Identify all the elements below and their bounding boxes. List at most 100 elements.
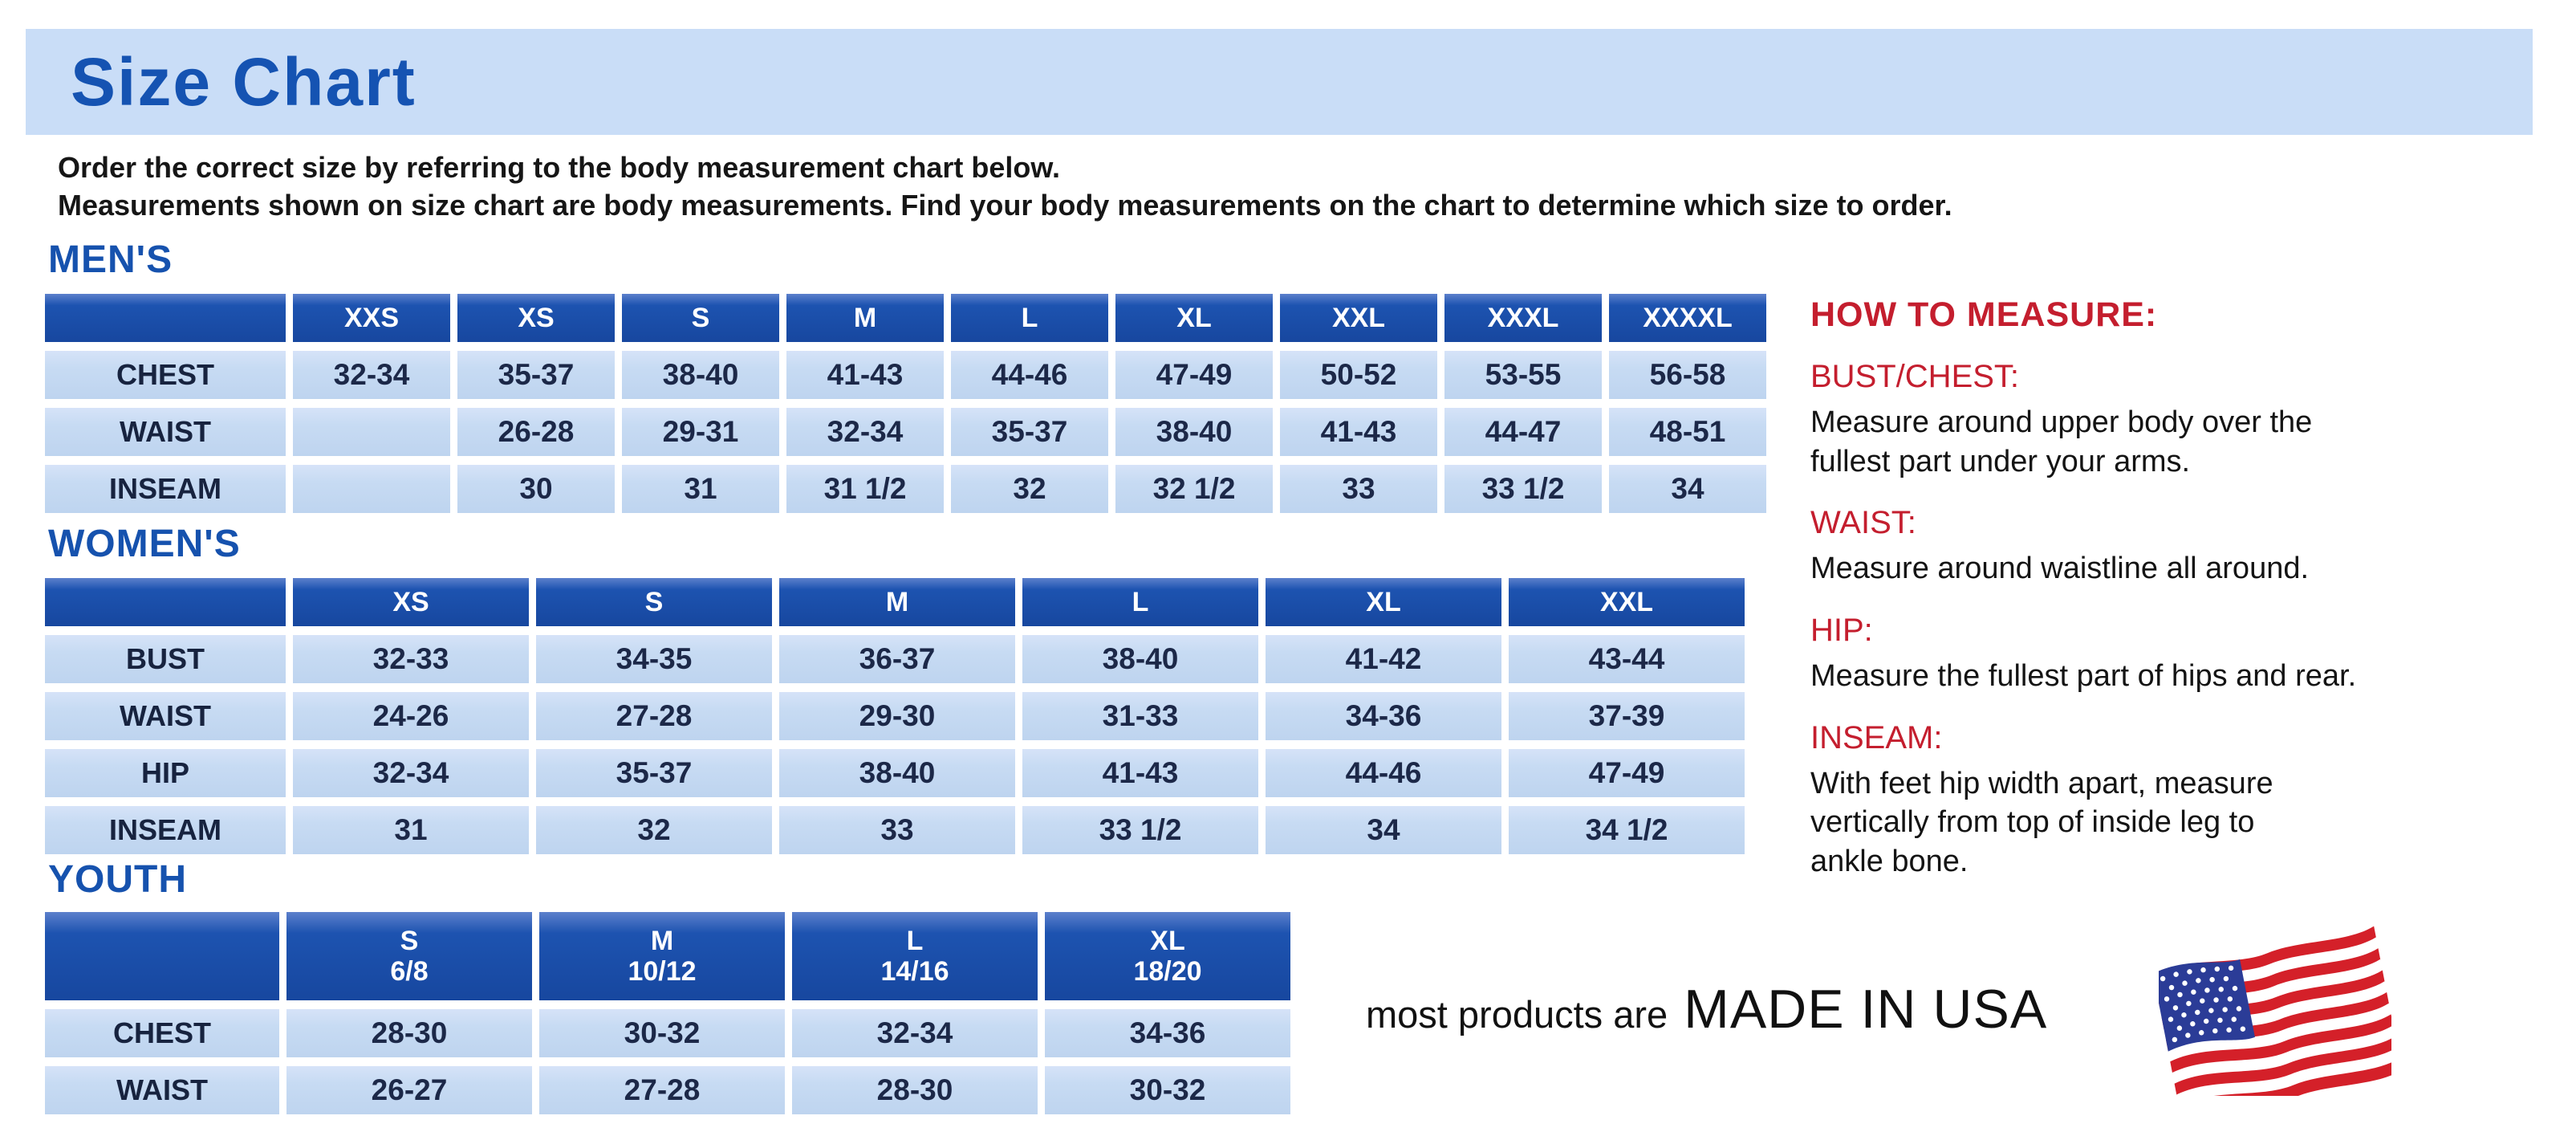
cell: 47-49 bbox=[1509, 749, 1745, 797]
column-header: M 10/12 bbox=[539, 912, 785, 1000]
measure-item-text: With feet hip width apart, measure verti… bbox=[1810, 766, 2273, 878]
intro-text: Order the correct size by referring to t… bbox=[58, 149, 1952, 225]
cell: 56-58 bbox=[1609, 351, 1766, 399]
cell: 28-30 bbox=[792, 1066, 1038, 1114]
row-label: WAIST bbox=[45, 1066, 279, 1114]
cell: 34-36 bbox=[1045, 1009, 1290, 1057]
cell: 30 bbox=[457, 465, 615, 513]
cell: 41-43 bbox=[1280, 408, 1437, 456]
cell: 34-36 bbox=[1266, 692, 1501, 740]
cell: 30-32 bbox=[539, 1009, 785, 1057]
column-header: S 6/8 bbox=[286, 912, 532, 1000]
womens-size-table: XS S M L XL XXL BUST 32-33 34-35 36-37 38-40 41-42 4… bbox=[45, 578, 1745, 854]
row-label: INSEAM bbox=[45, 806, 286, 854]
us-flag-icon bbox=[2151, 926, 2403, 1121]
cell: 34 bbox=[1609, 465, 1766, 513]
measure-item-label: INSEAM: bbox=[1810, 719, 1943, 755]
how-to-measure-section: HOW TO MEASURE: BUST/CHEST: Measure arou… bbox=[1810, 295, 2565, 881]
cell: 41-42 bbox=[1266, 635, 1501, 683]
cell: 35-37 bbox=[951, 408, 1108, 456]
row-label: INSEAM bbox=[45, 465, 286, 513]
cell: 32-34 bbox=[293, 749, 529, 797]
row-label: BUST bbox=[45, 635, 286, 683]
cell: 30-32 bbox=[1045, 1066, 1290, 1114]
measure-item-inseam: INSEAM: With feet hip width apart, measu… bbox=[1810, 720, 2565, 882]
page-title: Size Chart bbox=[71, 43, 416, 120]
cell: 27-28 bbox=[536, 692, 772, 740]
cell: 44-46 bbox=[951, 351, 1108, 399]
cell: 38-40 bbox=[1022, 635, 1258, 683]
column-header: L bbox=[1022, 578, 1258, 626]
made-in-usa-prefix: most products are bbox=[1366, 993, 1668, 1036]
cell: 32-34 bbox=[792, 1009, 1038, 1057]
cell: 32-34 bbox=[293, 351, 450, 399]
cell: 35-37 bbox=[536, 749, 772, 797]
column-header: XXL bbox=[1280, 294, 1437, 342]
cell: 31 bbox=[293, 806, 529, 854]
column-header: L bbox=[951, 294, 1108, 342]
column-header: XL bbox=[1115, 294, 1273, 342]
column-header: XS bbox=[457, 294, 615, 342]
measure-item-text: Measure around upper body over the fulle… bbox=[1810, 405, 2313, 478]
column-header: XXXXL bbox=[1609, 294, 1766, 342]
cell: 32 1/2 bbox=[1115, 465, 1273, 513]
cell bbox=[293, 465, 450, 513]
column-header: XXS bbox=[293, 294, 450, 342]
cell bbox=[293, 408, 450, 456]
made-in-usa-line: most products are MADE IN USA bbox=[1366, 978, 2047, 1040]
column-header: XXXL bbox=[1444, 294, 1602, 342]
measure-item-label: HIP: bbox=[1810, 612, 1873, 648]
column-header: M bbox=[786, 294, 944, 342]
table-corner-cell bbox=[45, 912, 279, 1000]
cell: 37-39 bbox=[1509, 692, 1745, 740]
column-header: XL bbox=[1266, 578, 1501, 626]
column-header: S bbox=[536, 578, 772, 626]
cell: 38-40 bbox=[622, 351, 779, 399]
column-header: L 14/16 bbox=[792, 912, 1038, 1000]
cell: 53-55 bbox=[1444, 351, 1602, 399]
cell: 36-37 bbox=[779, 635, 1015, 683]
measure-item-text: Measure around waistline all around. bbox=[1810, 552, 2310, 586]
how-to-measure-heading: HOW TO MEASURE: bbox=[1810, 295, 2158, 334]
column-header: XL 18/20 bbox=[1045, 912, 1290, 1000]
row-label: WAIST bbox=[45, 692, 286, 740]
measure-item-text: Measure the fullest part of hips and rea… bbox=[1810, 658, 2357, 693]
cell: 41-43 bbox=[786, 351, 944, 399]
row-label: CHEST bbox=[45, 1009, 279, 1057]
youth-section-heading: YOUTH bbox=[48, 858, 187, 901]
mens-size-table: XXS XS S M L XL XXL XXXL XXXXL CHEST 32-34 35-37 38-… bbox=[45, 294, 1766, 513]
cell: 31 1/2 bbox=[786, 465, 944, 513]
cell: 35-37 bbox=[457, 351, 615, 399]
cell: 50-52 bbox=[1280, 351, 1437, 399]
column-header: XS bbox=[293, 578, 529, 626]
cell: 43-44 bbox=[1509, 635, 1745, 683]
measure-item-label: BUST/CHEST: bbox=[1810, 359, 2020, 394]
row-label: CHEST bbox=[45, 351, 286, 399]
measure-item-waist: WAIST: Measure around waistline all arou… bbox=[1810, 505, 2565, 588]
cell: 33 1/2 bbox=[1444, 465, 1602, 513]
row-label: HIP bbox=[45, 749, 286, 797]
cell: 28-30 bbox=[286, 1009, 532, 1057]
cell: 26-28 bbox=[457, 408, 615, 456]
cell: 29-31 bbox=[622, 408, 779, 456]
table-corner-cell bbox=[45, 294, 286, 342]
cell: 34-35 bbox=[536, 635, 772, 683]
cell: 34 bbox=[1266, 806, 1501, 854]
cell: 32-34 bbox=[786, 408, 944, 456]
cell: 38-40 bbox=[1115, 408, 1273, 456]
womens-section-heading: WOMEN'S bbox=[48, 523, 241, 565]
table-corner-cell bbox=[45, 578, 286, 626]
cell: 48-51 bbox=[1609, 408, 1766, 456]
cell: 38-40 bbox=[779, 749, 1015, 797]
made-in-usa-emphasis: MADE IN USA bbox=[1684, 979, 2048, 1040]
cell: 26-27 bbox=[286, 1066, 532, 1114]
intro-line-2: Measurements shown on size chart are bod… bbox=[58, 188, 1952, 222]
measure-item-bust-chest: BUST/CHEST: Measure around upper body ov… bbox=[1810, 359, 2565, 481]
cell: 33 1/2 bbox=[1022, 806, 1258, 854]
cell: 47-49 bbox=[1115, 351, 1273, 399]
cell: 29-30 bbox=[779, 692, 1015, 740]
column-header: XXL bbox=[1509, 578, 1745, 626]
title-band: Size Chart bbox=[26, 29, 2533, 135]
column-header: M bbox=[779, 578, 1015, 626]
row-label: WAIST bbox=[45, 408, 286, 456]
